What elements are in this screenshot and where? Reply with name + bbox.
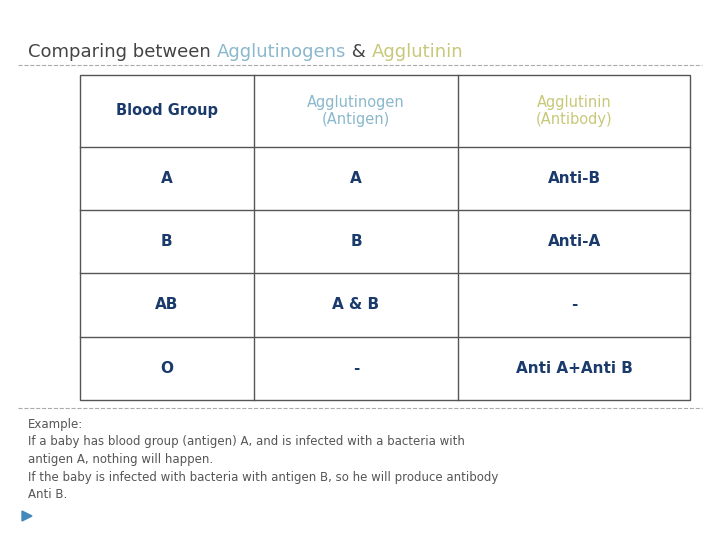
Text: B: B [350, 234, 362, 249]
Text: A & B: A & B [333, 298, 379, 313]
Text: Example:
If a baby has blood group (antigen) A, and is infected with a bacteria : Example: If a baby has blood group (anti… [28, 418, 498, 501]
Text: Comparing between: Comparing between [28, 43, 217, 61]
Text: Agglutinogens: Agglutinogens [217, 43, 346, 61]
Polygon shape [22, 511, 32, 521]
Text: O: O [161, 361, 174, 376]
Bar [80, 75, 690, 400]
Text: A: A [350, 171, 362, 186]
Text: Agglutinin: Agglutinin [372, 43, 463, 61]
Text: Anti A+Anti B: Anti A+Anti B [516, 361, 633, 376]
Text: &: & [346, 43, 372, 61]
Text: Anti-A: Anti-A [547, 234, 600, 249]
Text: B: B [161, 234, 173, 249]
Text: -: - [571, 298, 577, 313]
Text: Anti-B: Anti-B [547, 171, 600, 186]
Text: Blood Group: Blood Group [116, 103, 218, 118]
Text: Agglutinin
(Antibody): Agglutinin (Antibody) [536, 94, 613, 127]
Text: Agglutinogen
(Antigen): Agglutinogen (Antigen) [307, 94, 405, 127]
Text: A: A [161, 171, 173, 186]
Text: AB: AB [156, 298, 179, 313]
Text: -: - [353, 361, 359, 376]
